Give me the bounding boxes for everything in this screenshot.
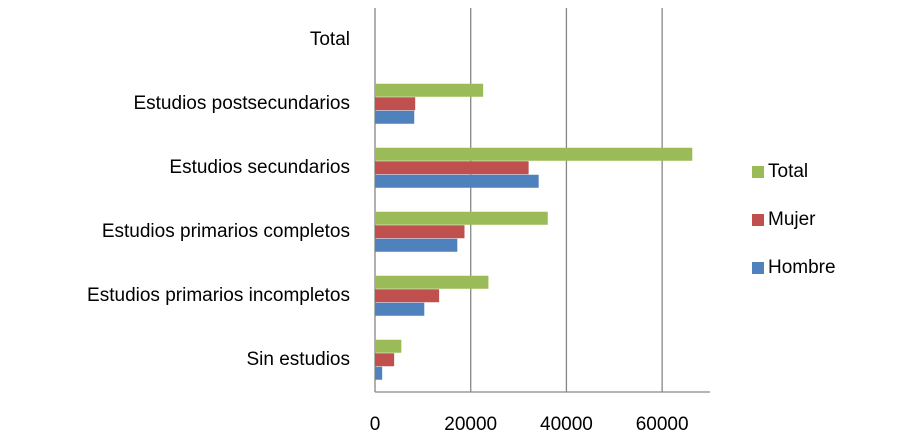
x-tick-label: 20000 (444, 414, 497, 435)
bar (375, 275, 489, 289)
legend-swatch (752, 214, 764, 226)
bar (375, 147, 693, 161)
y-tick-label: Estudios secundarios (169, 157, 350, 178)
bar (375, 110, 415, 124)
legend-label: Total (768, 161, 808, 182)
bar (375, 302, 425, 316)
bar (375, 97, 416, 111)
bar (375, 161, 529, 175)
bar (375, 83, 484, 97)
bar (375, 353, 395, 367)
legend-swatch (752, 262, 764, 274)
legend-label: Hombre (768, 257, 836, 278)
y-tick-label: Total (310, 29, 350, 50)
x-tick-label: 60000 (636, 414, 689, 435)
legend-swatch (752, 166, 764, 178)
bar (375, 238, 458, 252)
x-tick-label: 40000 (540, 414, 593, 435)
y-tick-label: Estudios postsecundarios (133, 93, 350, 114)
bar (375, 339, 402, 353)
bar (375, 366, 383, 380)
legend-label: Mujer (768, 209, 816, 230)
bar (375, 211, 548, 225)
x-tick-label: 0 (370, 414, 381, 435)
bar (375, 174, 539, 188)
y-tick-label: Estudios primarios completos (102, 221, 350, 242)
bar (375, 225, 465, 239)
y-tick-label: Sin estudios (246, 349, 350, 370)
y-tick-label: Estudios primarios incompletos (87, 285, 350, 306)
bar (375, 289, 440, 303)
